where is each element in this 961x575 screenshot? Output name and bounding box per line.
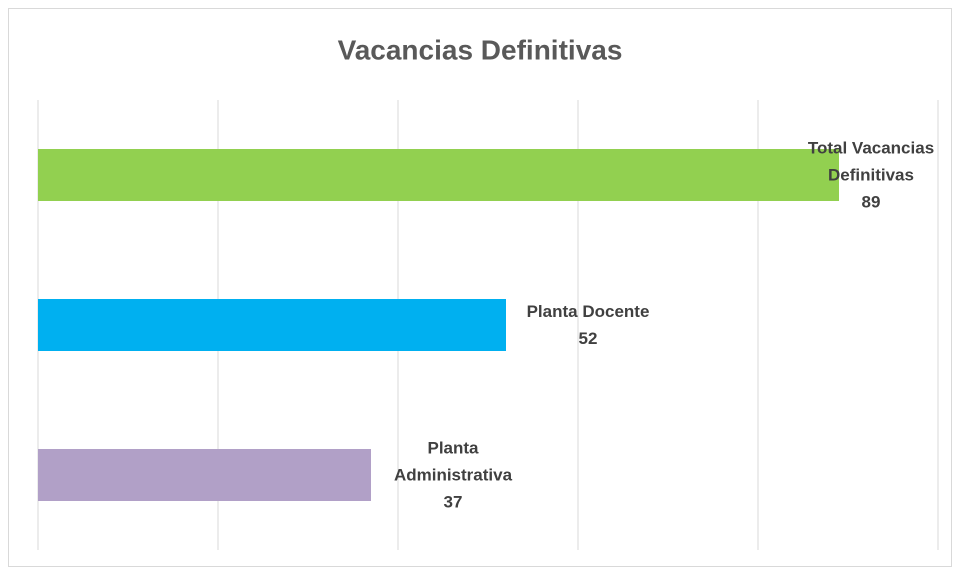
bar [38, 449, 371, 501]
label-category: Planta Docente [526, 302, 650, 321]
label-category: Total Vacancias Definitivas [807, 138, 935, 185]
label-category: Planta Administrativa [393, 438, 513, 485]
data-label: Planta Administrativa 37 [373, 435, 533, 516]
label-value: 52 [578, 329, 598, 348]
data-label: Total Vacancias Definitivas 89 [791, 135, 951, 216]
label-value: 37 [443, 492, 463, 512]
label-value: 89 [861, 192, 881, 212]
data-label: Planta Docente 52 [508, 298, 668, 352]
bar [38, 149, 839, 201]
chart-title: Vacancias Definitivas [338, 34, 623, 65]
bar [38, 299, 506, 351]
